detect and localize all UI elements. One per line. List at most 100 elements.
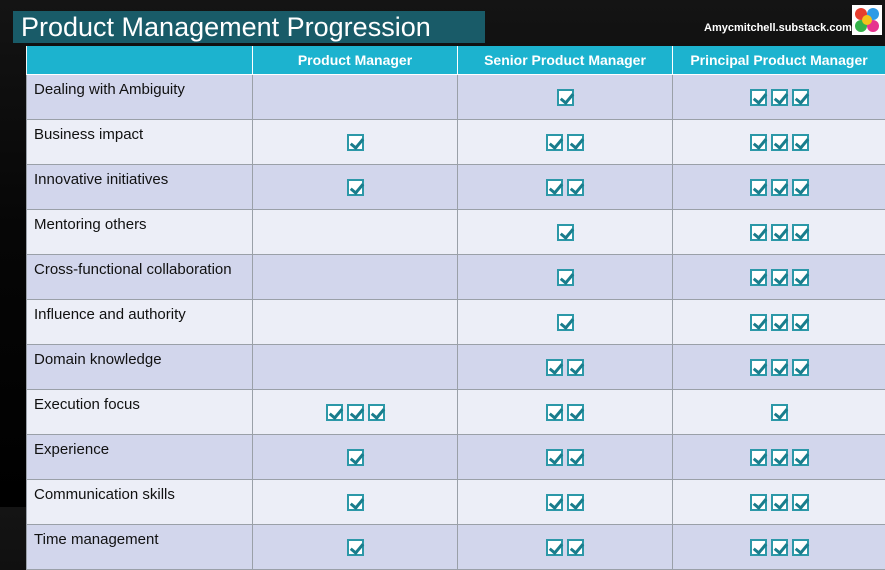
logo — [852, 5, 882, 35]
site-url: Amycmitchell.substack.com — [704, 22, 852, 34]
column-header: Principal Product Manager — [673, 46, 885, 75]
checkbox-checked-icon — [567, 449, 584, 466]
checkbox-checked-icon — [546, 134, 563, 151]
checkbox-checked-icon — [557, 89, 574, 106]
column-header: Product Manager — [253, 46, 458, 75]
checkbox-checked-icon — [750, 134, 767, 151]
checkbox-checked-icon — [792, 494, 809, 511]
row-label: Influence and authority — [27, 300, 253, 345]
checkbox-checked-icon — [567, 404, 584, 421]
progression-table: Product Manager Senior Product Manager P… — [26, 46, 885, 507]
row-label: Experience — [27, 435, 253, 480]
check-cell — [253, 435, 458, 480]
checkbox-checked-icon — [750, 224, 767, 241]
check-cell — [253, 300, 458, 345]
check-cell — [673, 435, 885, 480]
check-cell — [253, 210, 458, 255]
table-row: Dealing with Ambiguity — [27, 75, 885, 120]
row-label: Cross-functional collaboration — [27, 255, 253, 300]
row-label: Mentoring others — [27, 210, 253, 255]
checkbox-checked-icon — [546, 359, 563, 376]
check-cell — [253, 165, 458, 210]
row-label: Dealing with Ambiguity — [27, 75, 253, 120]
checkbox-checked-icon — [750, 494, 767, 511]
checkbox-checked-icon — [567, 179, 584, 196]
check-cell — [458, 435, 673, 480]
table-row: Experience — [27, 435, 885, 480]
check-cell — [253, 480, 458, 525]
check-cell — [673, 300, 885, 345]
row-label: Innovative initiatives — [27, 165, 253, 210]
checkbox-checked-icon — [557, 269, 574, 286]
checkbox-checked-icon — [771, 359, 788, 376]
check-cell — [458, 390, 673, 435]
table-row: Time management — [27, 525, 885, 570]
check-cell — [673, 345, 885, 390]
checkbox-checked-icon — [792, 314, 809, 331]
checkbox-checked-icon — [546, 539, 563, 556]
table-row: Execution focus — [27, 390, 885, 435]
check-cell — [673, 525, 885, 570]
table-row: Cross-functional collaboration — [27, 255, 885, 300]
checkbox-checked-icon — [347, 134, 364, 151]
check-cell — [253, 525, 458, 570]
row-label: Execution focus — [27, 390, 253, 435]
checkbox-checked-icon — [771, 224, 788, 241]
checkbox-checked-icon — [347, 449, 364, 466]
checkbox-checked-icon — [750, 89, 767, 106]
check-cell — [253, 120, 458, 165]
row-label: Business impact — [27, 120, 253, 165]
checkbox-checked-icon — [557, 224, 574, 241]
checkbox-checked-icon — [771, 494, 788, 511]
checkbox-checked-icon — [347, 494, 364, 511]
checkbox-checked-icon — [567, 539, 584, 556]
check-cell — [673, 165, 885, 210]
checkbox-checked-icon — [750, 359, 767, 376]
checkbox-checked-icon — [792, 449, 809, 466]
checkbox-checked-icon — [792, 539, 809, 556]
checkbox-checked-icon — [771, 179, 788, 196]
check-cell — [458, 75, 673, 120]
check-cell — [458, 525, 673, 570]
check-cell — [253, 75, 458, 120]
table-row: Communication skills — [27, 480, 885, 525]
checkbox-checked-icon — [557, 314, 574, 331]
checkbox-checked-icon — [347, 539, 364, 556]
table-row: Domain knowledge — [27, 345, 885, 390]
hands-logo-icon — [852, 5, 882, 35]
header-row: Product Manager Senior Product Manager P… — [27, 46, 885, 75]
checkbox-checked-icon — [792, 224, 809, 241]
checkbox-checked-icon — [567, 359, 584, 376]
row-label: Time management — [27, 525, 253, 570]
check-cell — [458, 300, 673, 345]
checkbox-checked-icon — [750, 539, 767, 556]
checkbox-checked-icon — [792, 359, 809, 376]
check-cell — [458, 210, 673, 255]
row-label: Communication skills — [27, 480, 253, 525]
checkbox-checked-icon — [546, 494, 563, 511]
checkbox-checked-icon — [567, 494, 584, 511]
check-cell — [253, 345, 458, 390]
checkbox-checked-icon — [750, 179, 767, 196]
table-row: Business impact — [27, 120, 885, 165]
corner-header — [27, 46, 253, 75]
checkbox-checked-icon — [546, 404, 563, 421]
page-title: Product Management Progression — [13, 11, 485, 43]
checkbox-checked-icon — [347, 404, 364, 421]
check-cell — [458, 480, 673, 525]
checkbox-checked-icon — [567, 134, 584, 151]
checkbox-checked-icon — [771, 404, 788, 421]
checkbox-checked-icon — [792, 89, 809, 106]
checkbox-checked-icon — [771, 269, 788, 286]
checkbox-checked-icon — [792, 269, 809, 286]
checkbox-checked-icon — [347, 179, 364, 196]
check-cell — [253, 390, 458, 435]
column-header: Senior Product Manager — [458, 46, 673, 75]
check-cell — [673, 480, 885, 525]
table-row: Influence and authority — [27, 300, 885, 345]
table-row: Innovative initiatives — [27, 165, 885, 210]
checkbox-checked-icon — [771, 89, 788, 106]
checkbox-checked-icon — [750, 449, 767, 466]
check-cell — [673, 210, 885, 255]
row-label: Domain knowledge — [27, 345, 253, 390]
